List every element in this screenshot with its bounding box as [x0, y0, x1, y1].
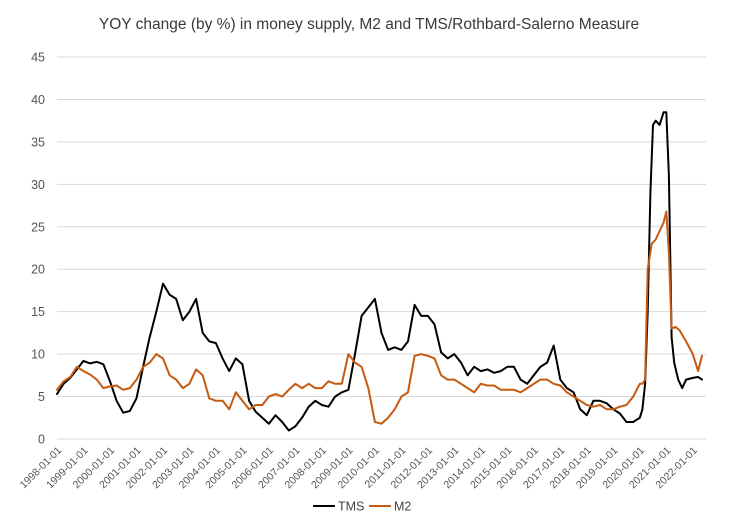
y-tick-label: 30 [31, 178, 45, 192]
y-tick-label: 5 [38, 390, 45, 404]
series-line-m2 [56, 210, 703, 425]
y-tick-label: 35 [31, 135, 45, 149]
legend: TMS M2 [313, 500, 411, 514]
y-tick-label: 10 [31, 348, 45, 362]
chart-title: YOY change (by %) in money supply, M2 an… [99, 16, 639, 33]
gridlines [57, 56, 706, 440]
x-axis-tick-labels: 1998-01-011999-01-012000-01-012001-01-01… [18, 445, 700, 492]
y-tick-label: 40 [31, 93, 45, 107]
series-line-tms [56, 111, 703, 432]
y-tick-label: 45 [31, 51, 45, 65]
legend-label-tms: TMS [338, 500, 364, 514]
y-tick-label: 0 [38, 433, 45, 447]
y-tick-label: 25 [31, 220, 45, 234]
y-tick-label: 15 [31, 305, 45, 319]
y-axis-tick-labels: 0 5 10 15 20 25 30 35 40 45 [31, 51, 45, 447]
y-tick-label: 20 [31, 263, 45, 277]
series-lines [56, 111, 703, 432]
legend-label-m2: M2 [394, 500, 411, 514]
